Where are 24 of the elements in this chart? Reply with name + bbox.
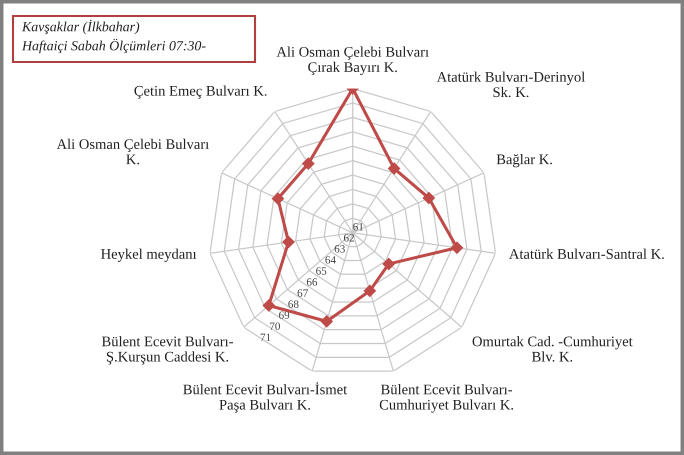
y-tick-label: 68 bbox=[288, 300, 299, 308]
chart-title: Kavşaklar (İlkbahar) bbox=[22, 20, 140, 34]
spoke-label: Atatürk Bulvarı-Santral K. bbox=[509, 248, 664, 259]
spoke-label: Bülent Ecevit Bulvarı- Ş.Kurşun Caddesi K. bbox=[102, 336, 233, 365]
y-tick-label: 61 bbox=[353, 223, 364, 231]
spoke-label: Çetin Emeç Bulvarı K. bbox=[134, 85, 266, 99]
y-tick-label: 62 bbox=[344, 234, 354, 242]
spoke-label: Bülent Ecevit Bulvarı- Cumhuriyet Bulvarı K. bbox=[380, 384, 514, 413]
y-tick-label: 64 bbox=[325, 256, 336, 264]
spoke-label: Bağlar K. bbox=[496, 154, 552, 168]
y-tick-label: 71 bbox=[260, 334, 270, 341]
y-tick-label: 63 bbox=[334, 245, 345, 253]
y-tick-label: 70 bbox=[270, 322, 280, 330]
spoke-label: Ali Osman Çelebi Bulvarı Çırak Bayırı K. bbox=[276, 46, 429, 76]
y-tick-label: 67 bbox=[298, 289, 308, 297]
spoke-label: Ali Osman Çelebi Bulvarı K. bbox=[56, 138, 209, 164]
chart-subtitle: Haftaiçi Sabah Ölçümleri 07:30- bbox=[22, 38, 206, 54]
y-tick-label: 69 bbox=[279, 311, 290, 319]
spoke-label: Bülent Ecevit Bulvarı-İsmet Paşa Bulvarı K. bbox=[183, 382, 348, 413]
y-tick-label: 65 bbox=[316, 267, 326, 275]
spoke-label: Heykel meydanı bbox=[101, 248, 196, 262]
spoke-label: Omurtak Cad. -Cumhuriyet Blv. K. bbox=[472, 336, 633, 362]
y-tick-label: 66 bbox=[306, 278, 318, 286]
spoke-label: Atatürk Bulvarı-Derinyol Sk. K. bbox=[436, 72, 585, 98]
